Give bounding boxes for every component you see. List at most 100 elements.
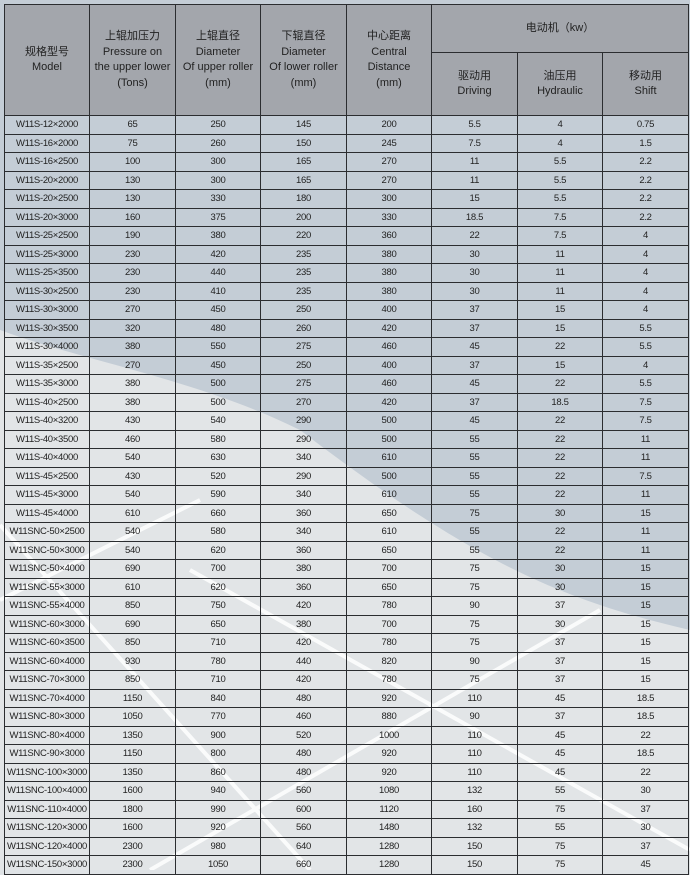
cell-pressure: 380	[89, 337, 176, 357]
cell-model: W11SNC-50×3000	[4, 540, 90, 560]
cell-upper-diameter: 980	[175, 836, 261, 856]
cell-lower-diameter: 460	[260, 707, 347, 727]
cell-pressure: 850	[89, 596, 176, 616]
cell-upper-diameter: 375	[175, 207, 261, 227]
cell-hydraulic: 30	[517, 614, 603, 634]
table-row: W11SNC-80×4000 1350 900 520 1000 110 45 22	[4, 725, 690, 745]
cell-driving: 150	[431, 836, 518, 856]
cell-model: W11S-16×2000	[4, 133, 90, 153]
cell-driving: 90	[431, 707, 518, 727]
cell-lower-diameter: 480	[260, 744, 347, 764]
cell-model: W11SNC-50×2500	[4, 522, 90, 542]
cell-center-distance: 820	[346, 651, 432, 671]
cell-pressure: 430	[89, 411, 176, 431]
cell-hydraulic: 30	[517, 577, 603, 597]
table-row: W11S-16×2000 75 260 150 245 7.5 4 1.5	[4, 133, 690, 153]
cell-model: W11S-35×3000	[4, 374, 90, 394]
cell-lower-diameter: 440	[260, 651, 347, 671]
cell-pressure: 130	[89, 170, 176, 190]
cell-upper-diameter: 300	[175, 170, 261, 190]
cell-shift: 4	[601, 281, 690, 301]
cell-driving: 55	[431, 429, 518, 449]
cell-lower-diameter: 290	[260, 429, 347, 449]
cell-shift: 2.2	[601, 170, 690, 190]
cell-center-distance: 1280	[346, 836, 432, 856]
cell-upper-diameter: 860	[175, 762, 261, 782]
header-model: 规格型号 Model	[4, 4, 90, 116]
cell-upper-diameter: 580	[175, 429, 261, 449]
cell-shift: 45	[601, 855, 690, 875]
table-row: W11SNC-60×4000 930 780 440 820 90 37 15	[4, 651, 690, 671]
cell-shift: 7.5	[601, 392, 690, 412]
cell-driving: 37	[431, 392, 518, 412]
cell-model: W11SNC-120×3000	[4, 818, 90, 838]
cell-center-distance: 920	[346, 762, 432, 782]
cell-lower-diameter: 150	[260, 133, 347, 153]
cell-pressure: 610	[89, 577, 176, 597]
table-row: W11S-30×3500 320 480 260 420 37 15 5.5	[4, 318, 690, 338]
cell-driving: 15	[431, 189, 518, 209]
cell-model: W11SNC-60×3000	[4, 614, 90, 634]
table-row: W11S-45×3000 540 590 340 610 55 22 11	[4, 485, 690, 505]
cell-shift: 15	[601, 559, 690, 579]
cell-center-distance: 400	[346, 300, 432, 320]
cell-center-distance: 610	[346, 522, 432, 542]
table-row: W11SNC-60×3500 850 710 420 780 75 37 15	[4, 633, 690, 653]
cell-lower-diameter: 180	[260, 189, 347, 209]
cell-hydraulic: 55	[517, 781, 603, 801]
cell-shift: 22	[601, 762, 690, 782]
cell-lower-diameter: 420	[260, 633, 347, 653]
cell-driving: 132	[431, 781, 518, 801]
table-row: W11S-45×2500 430 520 290 500 55 22 7.5	[4, 466, 690, 486]
cell-upper-diameter: 700	[175, 559, 261, 579]
table-row: W11S-45×4000 610 660 360 650 75 30 15	[4, 503, 690, 523]
cell-lower-diameter: 360	[260, 540, 347, 560]
cell-hydraulic: 75	[517, 836, 603, 856]
cell-driving: 45	[431, 411, 518, 431]
cell-upper-diameter: 500	[175, 374, 261, 394]
cell-center-distance: 780	[346, 596, 432, 616]
cell-pressure: 320	[89, 318, 176, 338]
header-center-distance: 中心距离 Central Distance (mm)	[346, 4, 432, 116]
cell-upper-diameter: 710	[175, 670, 261, 690]
specification-table: 规格型号 Model 上辊加压力 Pressure on the upper lowe…	[4, 4, 690, 875]
cell-upper-diameter: 940	[175, 781, 261, 801]
cell-model: W11S-25×2500	[4, 226, 90, 246]
cell-pressure: 2300	[89, 855, 176, 875]
cell-shift: 15	[601, 614, 690, 634]
cell-hydraulic: 15	[517, 318, 603, 338]
cell-pressure: 230	[89, 244, 176, 264]
cell-upper-diameter: 920	[175, 818, 261, 838]
cell-upper-diameter: 550	[175, 337, 261, 357]
cell-lower-diameter: 360	[260, 577, 347, 597]
table-row: W11S-30×2500 230 410 235 380 30 11 4	[4, 281, 690, 301]
cell-model: W11SNC-150×3000	[4, 855, 90, 875]
cell-shift: 5.5	[601, 337, 690, 357]
table-body: W11S-12×2000 65 250 145 200 5.5 4 0.75 W11S-16×2…	[4, 115, 690, 875]
cell-hydraulic: 22	[517, 337, 603, 357]
cell-model: W11S-12×2000	[4, 115, 90, 135]
cell-model: W11SNC-80×3000	[4, 707, 90, 727]
cell-lower-diameter: 165	[260, 170, 347, 190]
cell-model: W11S-35×2500	[4, 355, 90, 375]
cell-shift: 15	[601, 633, 690, 653]
cell-pressure: 160	[89, 207, 176, 227]
header-hydraulic: 油压用 Hydraulic	[517, 52, 603, 116]
cell-center-distance: 200	[346, 115, 432, 135]
cell-pressure: 430	[89, 466, 176, 486]
cell-shift: 11	[601, 540, 690, 560]
cell-center-distance: 380	[346, 281, 432, 301]
cell-lower-diameter: 340	[260, 448, 347, 468]
cell-pressure: 850	[89, 670, 176, 690]
cell-shift: 4	[601, 355, 690, 375]
cell-model: W11S-20×2500	[4, 189, 90, 209]
table-row: W11S-25×2500 190 380 220 360 22 7.5 4	[4, 226, 690, 246]
table-row: W11S-40×3200 430 540 290 500 45 22 7.5	[4, 411, 690, 431]
cell-driving: 55	[431, 466, 518, 486]
cell-center-distance: 880	[346, 707, 432, 727]
cell-shift: 22	[601, 725, 690, 745]
cell-center-distance: 420	[346, 392, 432, 412]
cell-driving: 110	[431, 725, 518, 745]
cell-pressure: 540	[89, 540, 176, 560]
cell-center-distance: 1080	[346, 781, 432, 801]
